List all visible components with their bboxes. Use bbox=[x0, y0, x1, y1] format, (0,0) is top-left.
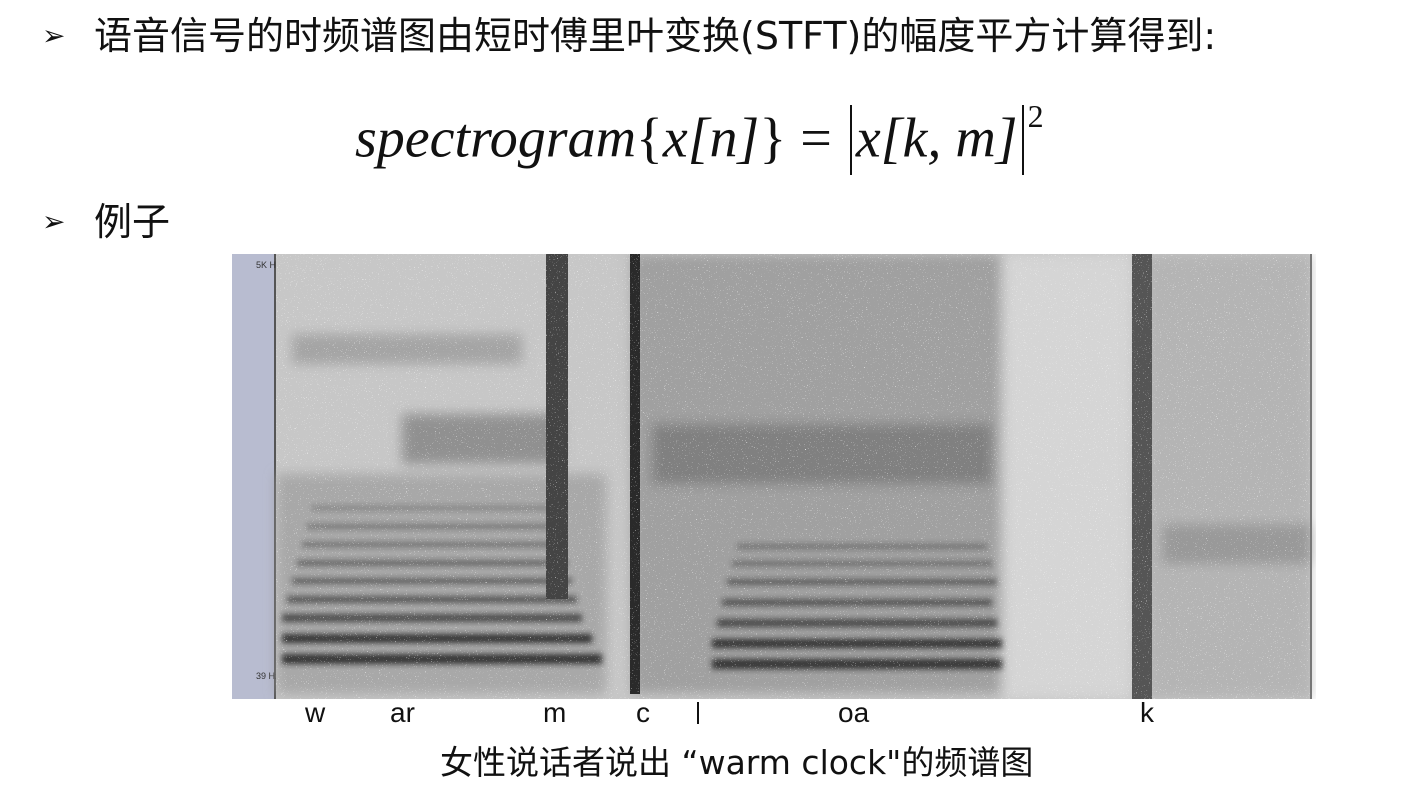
bullet-text-stft: 语音信号的时频谱图由短时傅里叶变换(STFT)的幅度平方计算得到: bbox=[94, 14, 1217, 58]
spectrogram-image: 5K Hz 39 Hz bbox=[232, 254, 1316, 699]
segment-label-w: w bbox=[305, 697, 326, 728]
segment-label-m: m bbox=[543, 697, 567, 728]
bullet-text-example: 例子 bbox=[94, 200, 171, 244]
bullet-stft: ➢ 语音信号的时频谱图由短时傅里叶变换(STFT)的幅度平方计算得到: bbox=[42, 17, 1216, 55]
segment-label-k: k bbox=[1140, 697, 1154, 728]
bullet-arrow-icon: ➢ bbox=[42, 19, 66, 52]
segment-divider-l bbox=[697, 702, 699, 724]
segment-label-ar: ar bbox=[390, 697, 415, 728]
bullet-arrow-icon: ➢ bbox=[42, 205, 66, 238]
segment-label-oa: oa bbox=[838, 697, 870, 728]
axis-bottom-label: 39 Hz bbox=[256, 671, 280, 681]
segment-label-c: c bbox=[636, 697, 650, 728]
figure-caption: 女性说话者说出 “warm clock"的频谱图 bbox=[440, 743, 1034, 782]
formula-exponent: 2 bbox=[1027, 98, 1044, 134]
formula-arg: x[n] bbox=[662, 107, 760, 170]
axis-top-label: 5K Hz bbox=[256, 260, 281, 270]
formula-lhs: spectrogram bbox=[355, 107, 637, 170]
bullet-example: ➢ 例子 bbox=[42, 203, 170, 241]
spectrogram-formula: spectrogram{x[n]} = x[k, m] 2 bbox=[355, 80, 1135, 175]
formula-rhs: x[k, m] bbox=[855, 107, 1018, 170]
